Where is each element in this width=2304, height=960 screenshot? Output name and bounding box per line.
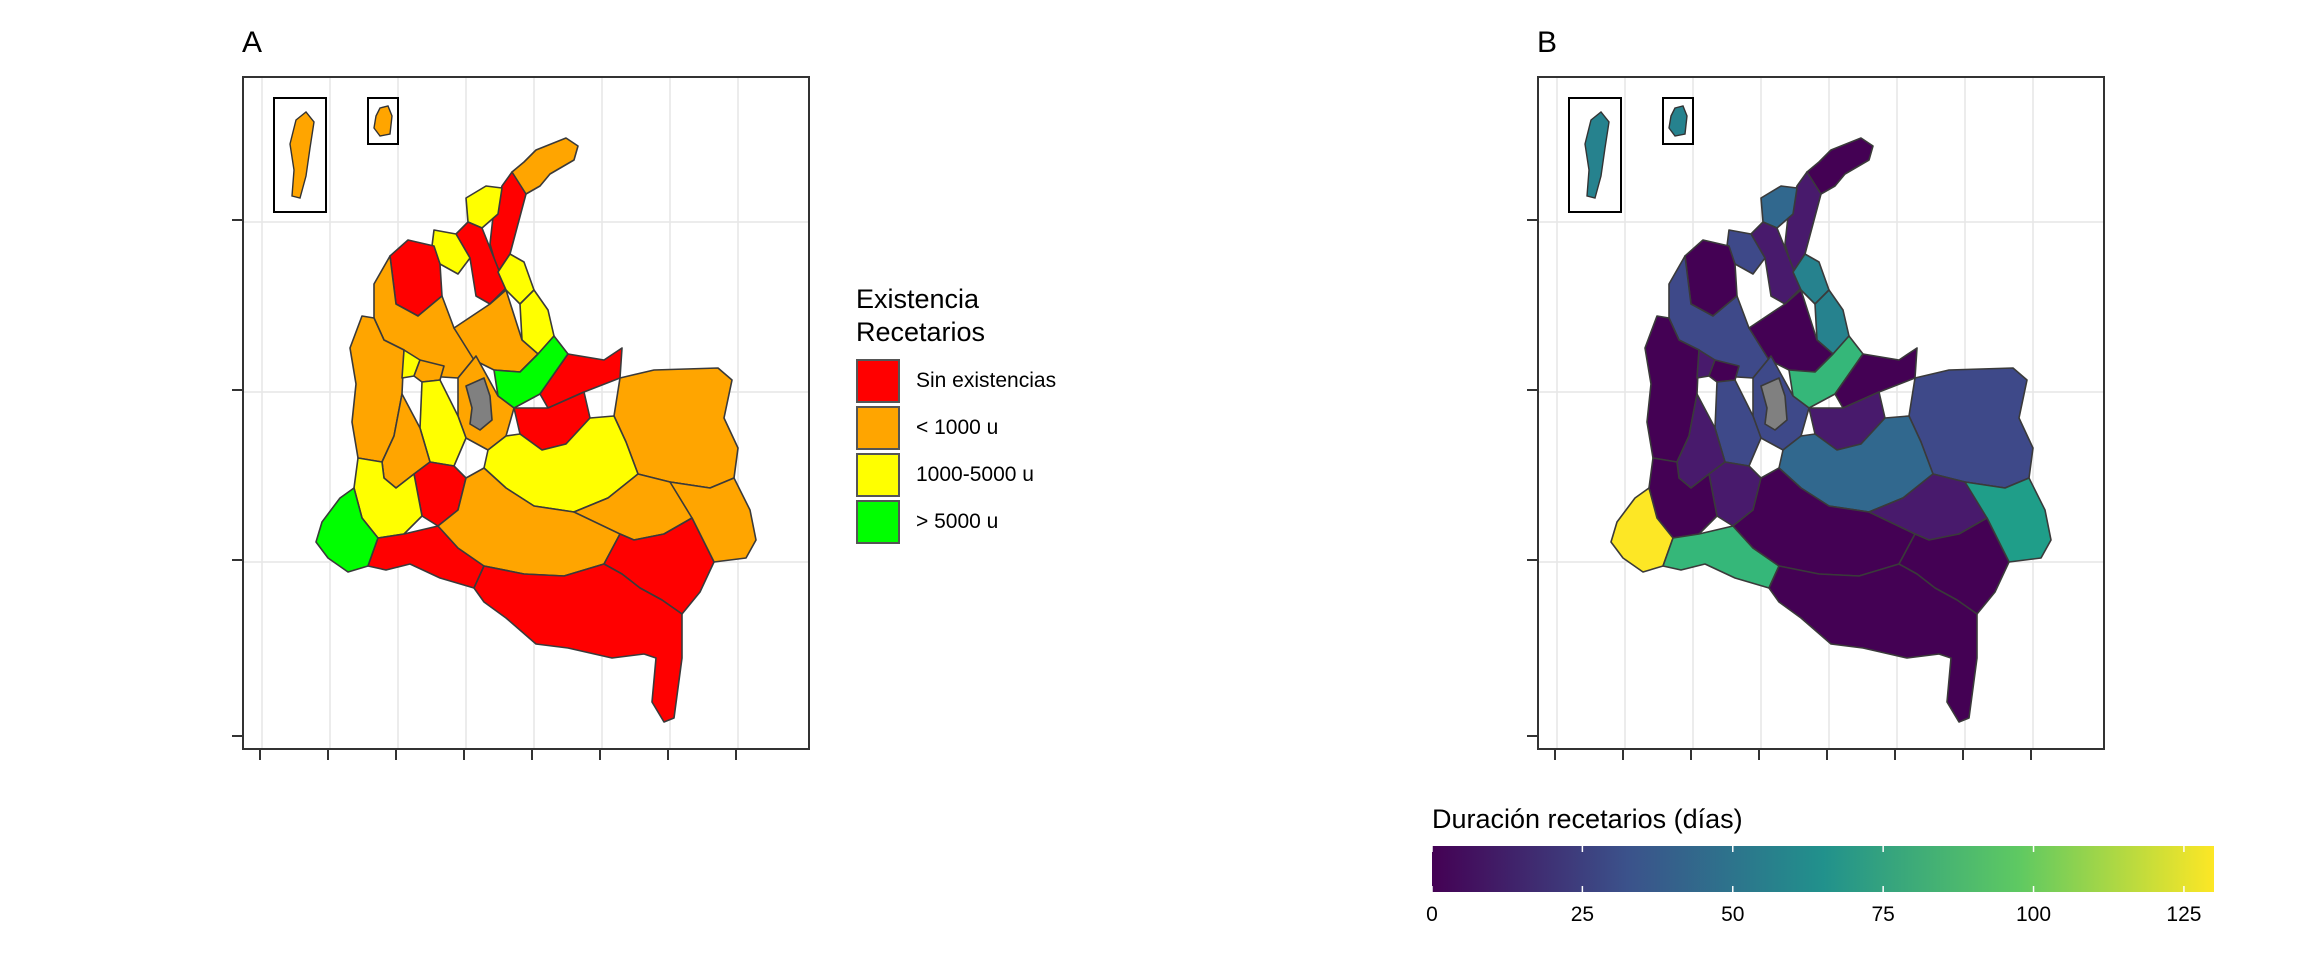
colorbar-tick-label: 75 (1871, 903, 1895, 926)
colorbar-gradient (1432, 846, 2214, 892)
island-providencia (373, 105, 393, 137)
axis-ticks (232, 219, 737, 760)
axis-ticks (1527, 219, 2032, 760)
legend-label: > 5000 u (916, 510, 999, 533)
region-bogota (465, 377, 493, 431)
region-guajira (511, 137, 579, 195)
region-amazonas (1768, 563, 1978, 723)
region-guajira (1806, 137, 1874, 195)
legend-item-gt-5000: > 5000 u (856, 500, 998, 544)
colorbar (1432, 846, 2214, 892)
legend-label: Sin existencias (916, 369, 1057, 392)
map-a-frame (242, 76, 810, 750)
island-providencia (1668, 105, 1688, 137)
colorbar-tick-label: 100 (2016, 903, 2052, 926)
panel-a-label: A (242, 26, 263, 59)
map-b (1539, 78, 2103, 748)
legend-item-1000-5000: 1000-5000 u (856, 453, 1034, 497)
colorbar-tick-label: 0 (1426, 903, 1438, 926)
colorbar-tick-label: 50 (1721, 903, 1745, 926)
island-san-andres (1584, 111, 1610, 199)
region-bogota (1760, 377, 1788, 431)
island-san-andres (289, 111, 315, 199)
legend-label: < 1000 u (916, 416, 999, 439)
legend-label: 1000-5000 u (916, 463, 1034, 486)
legend-item-lt-1000: < 1000 u (856, 406, 998, 450)
legend-item-sin-existencias: Sin existencias (856, 359, 1056, 403)
colorbar-title: Duración recetarios (días) (1432, 804, 1743, 834)
panel-b-label: B (1537, 26, 1558, 59)
colorbar-tick-label: 25 (1570, 903, 1595, 926)
legend-swatch-red (856, 359, 900, 403)
colorbar-tick-label: 125 (2166, 903, 2202, 926)
map-b-frame (1537, 76, 2105, 750)
region-amazonas (473, 563, 683, 723)
legend-swatch-green (856, 500, 900, 544)
legend-swatch-orange (856, 406, 900, 450)
legend-swatch-yellow (856, 453, 900, 497)
map-a (244, 78, 808, 748)
legend-a-title: Existencia Recetarios (856, 284, 986, 347)
